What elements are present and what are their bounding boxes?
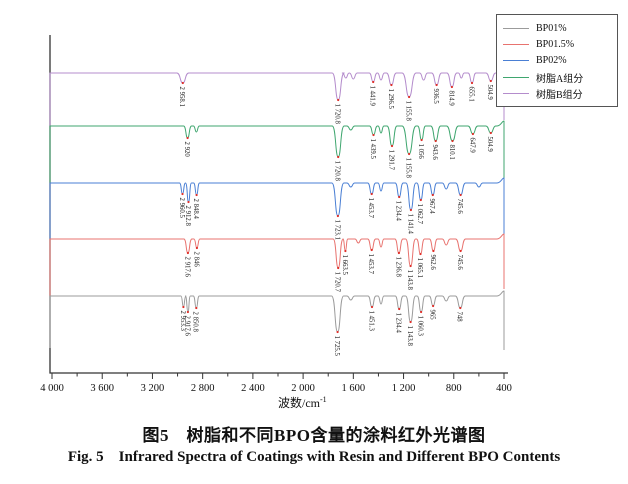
legend-item-bp015: BP01.5% <box>503 36 611 52</box>
svg-text:400: 400 <box>496 383 512 394</box>
svg-text:965: 965 <box>429 310 436 321</box>
caption-english: Fig. 5 Infrared Spectra of Coatings with… <box>67 449 561 465</box>
svg-text:1 143.8: 1 143.8 <box>406 270 413 291</box>
svg-text:1 062.7: 1 062.7 <box>416 204 423 225</box>
svg-text:800: 800 <box>446 383 462 394</box>
svg-text:2 917.6: 2 917.6 <box>183 257 190 278</box>
legend-item-bp02: BP02% <box>503 53 611 69</box>
svg-text:1 441.9: 1 441.9 <box>369 86 376 107</box>
legend-item-resin-b: 树脂B组分 <box>503 86 611 102</box>
svg-text:1 060.3: 1 060.3 <box>417 316 424 337</box>
legend: BP01% BP01.5% BP02% 树脂A组分 树脂B组分 <box>496 14 618 107</box>
svg-text:1 291.7: 1 291.7 <box>387 150 394 171</box>
svg-text:967.4: 967.4 <box>428 199 435 215</box>
svg-text:1 453.7: 1 453.7 <box>367 198 374 219</box>
svg-text:962.6: 962.6 <box>429 255 436 271</box>
svg-text:2 850.8: 2 850.8 <box>192 312 199 333</box>
svg-text:1 600: 1 600 <box>342 383 366 394</box>
svg-text:1 234.4: 1 234.4 <box>395 201 402 222</box>
svg-text:1 141.4: 1 141.4 <box>406 214 413 235</box>
svg-text:2 917.6: 2 917.6 <box>183 316 190 337</box>
legend-line-swatch <box>503 44 529 46</box>
svg-text:745.6: 745.6 <box>456 199 463 215</box>
caption-chinese: 图5 树脂和不同BPO含量的涂料红外光谱图 <box>142 426 486 445</box>
svg-text:504.9: 504.9 <box>486 85 493 101</box>
svg-text:1 236.8: 1 236.8 <box>394 257 401 278</box>
svg-text:810.1: 810.1 <box>448 145 455 160</box>
svg-text:1 155.8: 1 155.8 <box>405 158 412 179</box>
svg-text:1 155.8: 1 155.8 <box>405 101 412 122</box>
svg-text:1 234.4: 1 234.4 <box>395 313 402 334</box>
svg-text:2 846: 2 846 <box>192 252 199 268</box>
svg-text:2 000: 2 000 <box>291 383 315 394</box>
svg-text:1 439.5: 1 439.5 <box>369 139 376 160</box>
legend-line-swatch <box>503 93 529 95</box>
legend-line-swatch <box>503 60 529 62</box>
svg-text:1 720.8: 1 720.8 <box>334 104 341 125</box>
svg-text:1 296.5: 1 296.5 <box>387 89 394 110</box>
svg-text:1 720.8: 1 720.8 <box>334 161 341 182</box>
svg-text:943.6: 943.6 <box>431 145 438 161</box>
legend-label: 树脂A组分 <box>536 73 584 85</box>
svg-text:2 960.5: 2 960.5 <box>178 198 185 219</box>
svg-text:2 920: 2 920 <box>183 142 190 158</box>
svg-text:1 451.3: 1 451.3 <box>367 311 374 332</box>
svg-text:2 800: 2 800 <box>191 383 215 394</box>
chart-canvas: 4 000 3 600 3 200 2 800 2 400 2 000 1 600 1 200… <box>40 35 512 410</box>
legend-label: 树脂B组分 <box>536 90 583 102</box>
svg-text:4 000: 4 000 <box>40 383 64 394</box>
svg-text:814.9: 814.9 <box>447 91 454 107</box>
legend-line-swatch <box>503 76 529 78</box>
svg-text:1 663.5: 1 663.5 <box>341 255 348 276</box>
ir-spectra-chart: 4 000 3 600 3 200 2 800 2 400 2 000 1 600 1 200… <box>40 14 618 410</box>
svg-text:1 453.7: 1 453.7 <box>367 254 374 275</box>
svg-text:2 958.1: 2 958.1 <box>178 87 185 107</box>
svg-text:3 200: 3 200 <box>141 383 165 394</box>
svg-text:748: 748 <box>456 312 463 323</box>
svg-text:1 200: 1 200 <box>392 383 416 394</box>
svg-text:504.9: 504.9 <box>486 137 493 153</box>
legend-item-resin-a: 树脂A组分 <box>503 69 611 85</box>
svg-text:1 065.1: 1 065.1 <box>416 258 423 278</box>
legend-item-bp01: BP01% <box>503 20 611 36</box>
svg-text:1 056: 1 056 <box>417 144 424 160</box>
svg-text:745.6: 745.6 <box>456 255 463 271</box>
legend-label: BP02% <box>536 55 567 67</box>
svg-text:2 912.8: 2 912.8 <box>184 206 191 227</box>
legend-line-swatch <box>503 27 529 29</box>
svg-text:2 953.3: 2 953.3 <box>179 311 186 332</box>
svg-text:3 600: 3 600 <box>90 383 114 394</box>
svg-text:2 848.4: 2 848.4 <box>192 199 199 220</box>
svg-text:655.1: 655.1 <box>467 87 474 102</box>
svg-text:1 143.8: 1 143.8 <box>406 326 413 347</box>
svg-text:波数/cm-1: 波数/cm-1 <box>278 395 327 410</box>
svg-text:1 720.7: 1 720.7 <box>334 272 341 293</box>
svg-text:1 725.5: 1 725.5 <box>333 336 340 357</box>
svg-text:647.9: 647.9 <box>468 138 475 154</box>
svg-text:2 400: 2 400 <box>241 383 265 394</box>
svg-text:1 723.1: 1 723.1 <box>333 220 340 240</box>
svg-text:936.5: 936.5 <box>432 89 439 105</box>
legend-label: BP01% <box>536 22 567 34</box>
legend-label: BP01.5% <box>536 39 575 51</box>
